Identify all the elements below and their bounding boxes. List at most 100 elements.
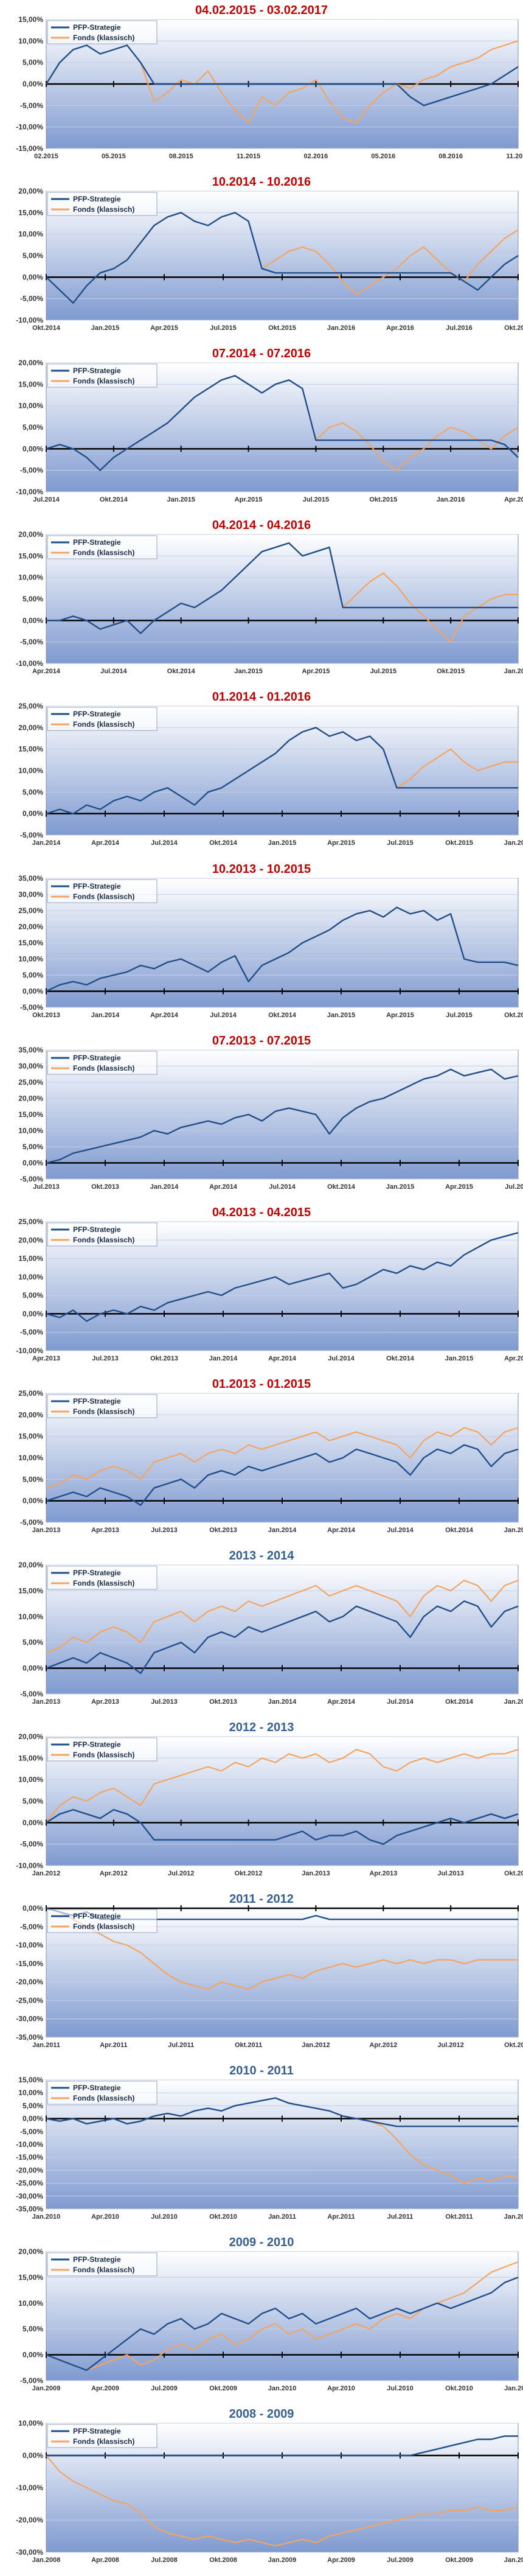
y-tick-label: 10,00% — [18, 2088, 43, 2097]
y-tick-label: -5,00% — [20, 2127, 43, 2136]
y-tick-label: 5,00% — [23, 971, 43, 979]
y-tick-label: 10,00% — [18, 2299, 43, 2308]
y-tick-label: 20,00% — [18, 187, 43, 195]
legend-label: PFP-Strategie — [73, 538, 121, 547]
chart-panel: 07.2014 - 07.2016 20,00% 15,00% 10,00% 5,00%… — [0, 343, 523, 515]
x-tick-label: 08.2015 — [169, 153, 193, 160]
chart-panel: 10.2013 - 10.2015 35,00% 30,00% 25,00% 20,00… — [0, 859, 523, 1031]
x-tick-label: Apr.2013 — [32, 1355, 60, 1362]
y-tick-label: 20,00% — [18, 723, 43, 732]
legend-box — [47, 1222, 158, 1247]
line-chart: 20,00% 15,00% 10,00% 5,00% 0,00% -5,00% -10,00… — [16, 530, 523, 675]
x-tick-label: Jan.2012 — [302, 2042, 330, 2049]
series-line-fonds-klassisch — [46, 1580, 519, 1654]
y-tick-label: -5,00% — [20, 466, 43, 475]
legend-box — [47, 879, 158, 903]
chart-title: 2010 - 2011 — [229, 2064, 294, 2077]
y-tick-label: 0,00% — [23, 1664, 43, 1673]
y-tick-label: 25,00% — [18, 1078, 43, 1087]
series-line-pfp-strategie — [45, 44, 519, 107]
y-tick-label: -5,00% — [20, 1003, 43, 1012]
line-chart: 20,00%15,00%10,00%5,00%0,00%-5,00%Jan.20… — [18, 2247, 523, 2392]
x-tick-label: Jul.2014 — [100, 668, 127, 675]
y-tick-label: 15,00% — [18, 208, 43, 217]
series-line-fonds-klassisch — [46, 1907, 518, 1990]
x-tick-label: Jan.2012 — [504, 2213, 523, 2221]
legend-label: PFP-Strategie — [73, 2084, 121, 2092]
y-tick-label: 25,00% — [18, 1389, 43, 1398]
chart-panel: 2011 - 2012 0,00% -5,00% -10,00% -15,00% -20,… — [0, 1889, 523, 2060]
x-tick-label: Jan.2012 — [32, 1870, 60, 1877]
x-tick-label: Jan.2016 — [504, 839, 523, 847]
y-tick-label: 0,00% — [23, 616, 43, 625]
x-tick-label: Apr.2014 — [209, 1183, 238, 1191]
legend-label: Fonds (klassisch) — [73, 2437, 134, 2446]
y-tick-label: 0,00% — [23, 80, 43, 88]
x-tick-label: Jul.2011 — [168, 2042, 194, 2049]
legend-box — [47, 192, 158, 216]
line-chart: 15,00% 10,00% 5,00% 0,00% -5,00% -10,00% -15,0… — [16, 2076, 523, 2221]
x-tick-label: Jul.2011 — [387, 2213, 414, 2221]
x-tick-label: Apr.2015 — [327, 839, 355, 847]
y-tick-label: -25,00% — [16, 1996, 43, 2004]
y-tick-label: 5,00% — [23, 423, 43, 432]
y-tick-label: -5,00% — [20, 1175, 43, 1183]
x-tick-label: Apr.2014 — [327, 1698, 356, 1706]
legend-label: PFP-Strategie — [73, 882, 121, 891]
x-tick-label: Okt.2009 — [209, 2385, 237, 2392]
x-tick-label: Jan.2013 — [302, 1870, 330, 1877]
y-tick-label: 10,00% — [18, 1454, 43, 1462]
legend-label: Fonds (klassisch) — [73, 1407, 134, 1416]
x-tick-label: Okt.2015 — [268, 324, 296, 332]
y-tick-label: 0,00% — [23, 1159, 43, 1167]
y-tick-label: 10,00% — [18, 955, 43, 964]
series-line-pfp-strategie — [46, 212, 519, 304]
chart-title: 07.2014 - 07.2016 — [212, 347, 311, 360]
x-tick-label: Apr.2014 — [150, 1012, 179, 1019]
x-tick-label: Jan.2015 — [504, 1698, 523, 1706]
x-tick-label: Jan.2010 — [32, 2213, 60, 2221]
y-tick-label: -25,00% — [16, 2179, 43, 2188]
x-tick-label: Apr.2013 — [91, 1527, 119, 1534]
y-tick-label: 0,00% — [23, 2351, 43, 2359]
x-tick-label: Jan.2015 — [167, 496, 195, 503]
y-tick-label: 20,00% — [18, 359, 43, 367]
x-tick-label: Jan.2015 — [327, 1012, 355, 1019]
x-tick-label: Okt.2013 — [209, 1527, 237, 1534]
x-tick-label: Apr.2015 — [504, 1355, 523, 1362]
legend-label: PFP-Strategie — [73, 2255, 121, 2264]
x-tick-label: Okt.2010 — [445, 2385, 473, 2392]
y-tick-label: -15,00% — [16, 2153, 43, 2161]
y-tick-label: 15,00% — [18, 1255, 43, 1263]
x-tick-label: Okt.2013 — [209, 1698, 237, 1706]
legend-label: Fonds (klassisch) — [73, 377, 134, 385]
x-tick-label: Apr.2014 — [327, 1527, 356, 1534]
series-line-pfp-strategie — [46, 1068, 519, 1164]
x-tick-label: Apr.2009 — [91, 2385, 119, 2392]
line-chart: 20,00% 15,00% 10,00% 5,00% 0,00% -5,00% -10,00… — [16, 187, 523, 332]
legend-label: PFP-Strategie — [73, 1569, 121, 1577]
y-tick-label: -15,00% — [16, 144, 43, 153]
y-tick-label: 10,00% — [18, 766, 43, 775]
x-tick-label: Jan.2015 — [504, 1527, 523, 1534]
y-tick-label: 20,00% — [18, 1410, 43, 1419]
legend-box — [47, 2424, 158, 2448]
y-tick-label: -5,00% — [20, 1840, 43, 1849]
chart-panel: 01.2013 - 01.2015 25,00% 20,00% 15,00% 10,00… — [0, 1374, 523, 1545]
x-tick-label: Jan.2013 — [32, 1527, 60, 1534]
y-tick-label: -35,00% — [16, 2033, 43, 2042]
chart-panel: 10.2014 - 10.2016 20,00% 15,00% 10,00% 5,00%… — [0, 172, 523, 343]
x-tick-label: Apr.2015 — [386, 1012, 414, 1019]
y-tick-label: -30,00% — [16, 2015, 43, 2023]
x-tick-label: Jul.2014 — [151, 839, 178, 847]
legend-box — [47, 2252, 158, 2277]
y-tick-label: 0,00% — [23, 1497, 43, 1505]
legend-label: PFP-Strategie — [73, 195, 121, 203]
x-tick-label: Okt.2015 — [437, 668, 465, 675]
y-tick-label: 0,00% — [23, 810, 43, 818]
